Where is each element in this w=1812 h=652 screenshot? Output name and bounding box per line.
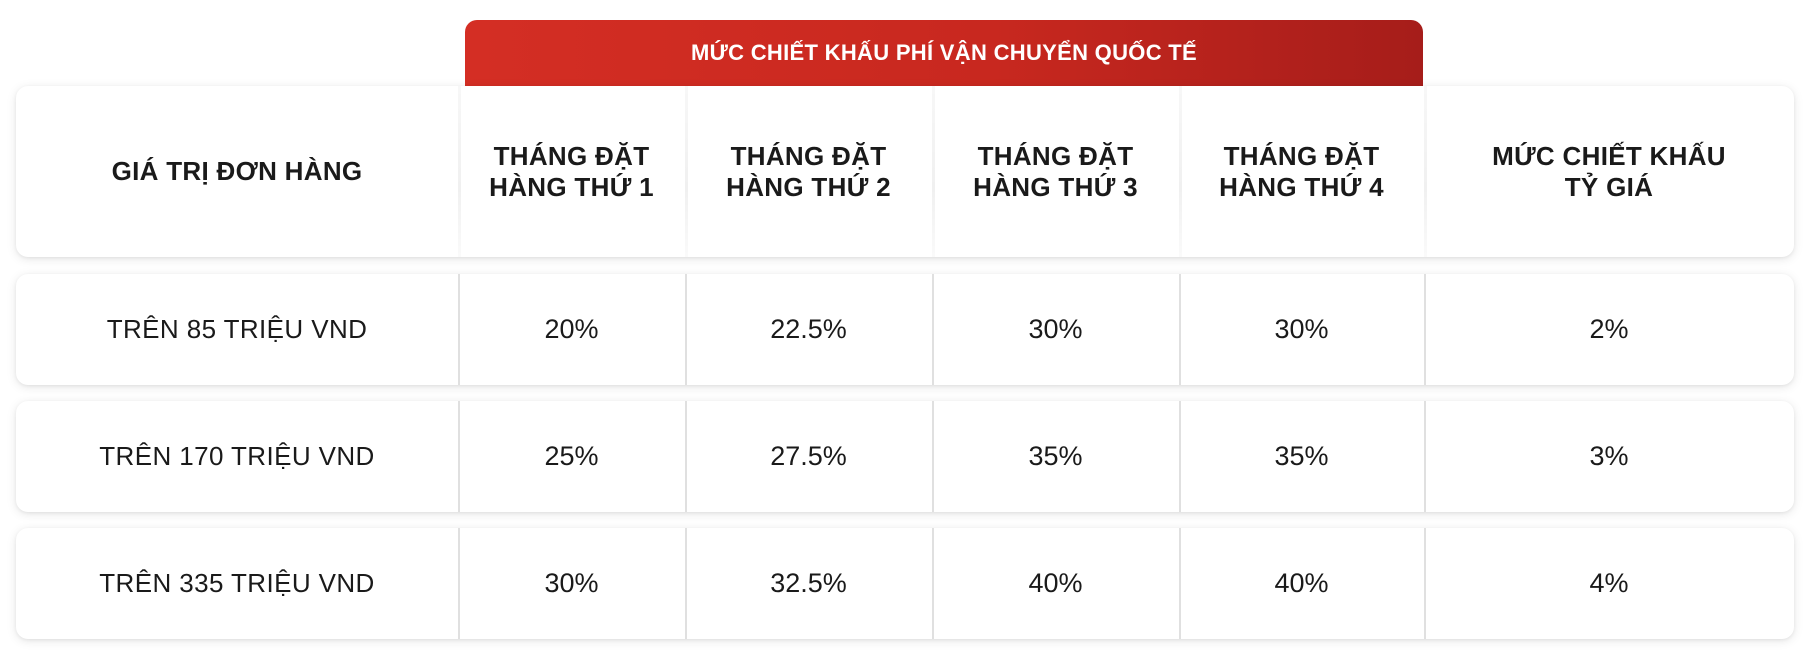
column-divider <box>932 528 934 639</box>
rate-value: 4% <box>1589 568 1629 598</box>
header-order-value: GIÁ TRỊ ĐƠN HÀNG <box>16 86 458 257</box>
column-divider <box>932 274 934 385</box>
header-month-3-line1: THÁNG ĐẶT <box>977 140 1134 171</box>
column-divider <box>1179 274 1181 385</box>
column-divider <box>1179 528 1181 639</box>
column-divider <box>685 528 687 639</box>
header-month-2: THÁNG ĐẶT HÀNG THỨ 2 <box>685 86 932 257</box>
cell-month-4: 30% <box>1179 274 1424 385</box>
cell-month-2: 27.5% <box>685 401 932 512</box>
cell-month-2: 22.5% <box>685 274 932 385</box>
header-month-4: THÁNG ĐẶT HÀNG THỨ 4 <box>1179 86 1424 257</box>
discount-value: 32.5% <box>770 568 847 598</box>
discount-value: 25% <box>544 441 599 471</box>
header-month-4-line2: HÀNG THỨ 4 <box>1219 171 1384 202</box>
discount-value: 20% <box>544 314 599 344</box>
discount-value: 40% <box>1028 568 1083 598</box>
cell-month-2: 32.5% <box>685 528 932 639</box>
table-row: TRÊN 85 TRIỆU VND 20% 22.5% 30% 30% 2% <box>16 274 1794 385</box>
column-divider <box>458 528 460 639</box>
table-title-banner: MỨC CHIẾT KHẤU PHÍ VẬN CHUYỂN QUỐC TẾ <box>465 20 1423 86</box>
header-exchange-rate-line2: TỶ GIÁ <box>1564 171 1654 202</box>
table-row: TRÊN 170 TRIỆU VND 25% 27.5% 35% 35% 3% <box>16 401 1794 512</box>
header-order-value-label: GIÁ TRỊ ĐƠN HÀNG <box>111 156 363 186</box>
discount-value: 30% <box>1274 314 1329 344</box>
table-row: TRÊN 335 TRIỆU VND 30% 32.5% 40% 40% 4% <box>16 528 1794 639</box>
discount-value: 30% <box>1028 314 1083 344</box>
order-value-text: TRÊN 85 TRIỆU VND <box>106 314 368 344</box>
table-header-row: GIÁ TRỊ ĐƠN HÀNG THÁNG ĐẶT HÀNG THỨ 1 TH… <box>16 86 1794 257</box>
discount-value: 22.5% <box>770 314 847 344</box>
cell-month-1: 25% <box>458 401 685 512</box>
rate-value: 3% <box>1589 441 1629 471</box>
cell-month-1: 30% <box>458 528 685 639</box>
discount-value: 35% <box>1028 441 1083 471</box>
discount-value: 35% <box>1274 441 1329 471</box>
column-divider <box>1179 401 1181 512</box>
cell-month-1: 20% <box>458 274 685 385</box>
rate-value: 2% <box>1589 314 1629 344</box>
header-month-2-line1: THÁNG ĐẶT <box>730 140 887 171</box>
order-value-text: TRÊN 170 TRIỆU VND <box>99 441 375 471</box>
cell-month-4: 35% <box>1179 401 1424 512</box>
cell-order-value: TRÊN 335 TRIỆU VND <box>16 528 458 639</box>
header-exchange-rate: MỨC CHIẾT KHẤU TỶ GIÁ <box>1424 86 1794 257</box>
cell-order-value: TRÊN 85 TRIỆU VND <box>16 274 458 385</box>
discount-value: 40% <box>1274 568 1329 598</box>
header-exchange-rate-line1: MỨC CHIẾT KHẤU <box>1492 140 1726 171</box>
column-divider <box>932 401 934 512</box>
column-divider <box>685 86 688 257</box>
column-divider <box>1424 528 1426 639</box>
header-month-1-line2: HÀNG THỨ 1 <box>489 171 654 202</box>
header-month-1-line1: THÁNG ĐẶT <box>493 140 650 171</box>
column-divider <box>685 274 687 385</box>
column-divider <box>1424 86 1427 257</box>
cell-exchange-rate: 4% <box>1424 528 1794 639</box>
header-month-3-line2: HÀNG THỨ 3 <box>973 171 1138 202</box>
cell-month-4: 40% <box>1179 528 1424 639</box>
header-month-4-line1: THÁNG ĐẶT <box>1223 140 1380 171</box>
header-month-1: THÁNG ĐẶT HÀNG THỨ 1 <box>458 86 685 257</box>
column-divider <box>458 86 461 257</box>
cell-order-value: TRÊN 170 TRIỆU VND <box>16 401 458 512</box>
column-divider <box>1179 86 1182 257</box>
table-title: MỨC CHIẾT KHẤU PHÍ VẬN CHUYỂN QUỐC TẾ <box>690 40 1198 65</box>
cell-month-3: 35% <box>932 401 1179 512</box>
cell-month-3: 30% <box>932 274 1179 385</box>
column-divider <box>1424 401 1426 512</box>
column-divider <box>458 274 460 385</box>
discount-value: 27.5% <box>770 441 847 471</box>
cell-month-3: 40% <box>932 528 1179 639</box>
cell-exchange-rate: 2% <box>1424 274 1794 385</box>
order-value-text: TRÊN 335 TRIỆU VND <box>99 568 375 598</box>
discount-value: 30% <box>544 568 599 598</box>
column-divider <box>458 401 460 512</box>
column-divider <box>932 86 935 257</box>
column-divider <box>1424 274 1426 385</box>
column-divider <box>685 401 687 512</box>
cell-exchange-rate: 3% <box>1424 401 1794 512</box>
header-month-3: THÁNG ĐẶT HÀNG THỨ 3 <box>932 86 1179 257</box>
header-month-2-line2: HÀNG THỨ 2 <box>726 171 891 202</box>
